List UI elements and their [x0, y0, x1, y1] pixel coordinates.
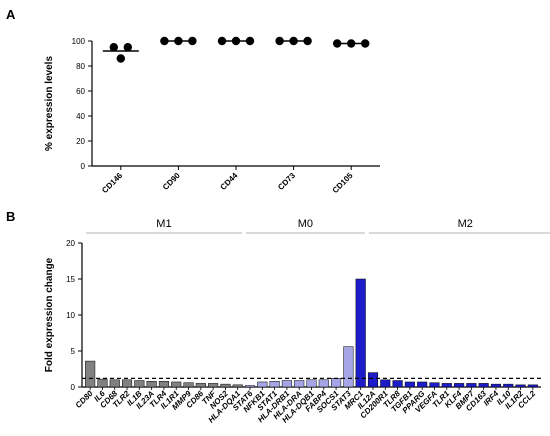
y-tick-label: 0	[71, 383, 76, 392]
bar	[515, 384, 526, 388]
data-point	[116, 54, 126, 63]
bar	[392, 380, 403, 388]
bar	[404, 381, 415, 388]
panel-a-chart: 0 20 40 60 80 100 % expression levels CD146 CD90…	[44, 36, 380, 195]
bar	[158, 380, 169, 388]
bar	[195, 383, 206, 388]
y-tick-label: 80	[76, 62, 85, 71]
bar	[380, 379, 391, 388]
bar	[306, 379, 317, 388]
y-tick-label: 40	[76, 112, 85, 121]
bar	[318, 379, 329, 388]
bar	[503, 383, 514, 388]
bar	[183, 382, 194, 388]
group-label: M2	[458, 218, 473, 230]
y-tick-label: 100	[72, 37, 86, 46]
group-label: M1	[156, 218, 171, 230]
bar	[134, 380, 145, 388]
y-axis-title: Fold expression change	[44, 257, 55, 372]
bar	[97, 378, 108, 388]
bar	[417, 381, 428, 388]
x-tick-label: CD44	[219, 171, 240, 192]
y-tick-label: 0	[81, 162, 86, 171]
bar	[478, 383, 489, 388]
bar	[454, 383, 465, 388]
bar	[527, 384, 538, 388]
bar	[109, 379, 120, 388]
y-tick-label: 60	[76, 87, 85, 96]
panel-b-label: B	[6, 209, 15, 224]
bar	[257, 381, 268, 388]
bar	[220, 383, 231, 388]
x-tick-label: CD73	[276, 171, 297, 192]
bar	[208, 383, 219, 388]
bar	[281, 380, 292, 388]
bar	[355, 278, 366, 388]
y-tick-label: 5	[71, 347, 76, 356]
bar	[232, 384, 243, 388]
bar	[441, 383, 452, 388]
x-tick-label: CD80	[74, 389, 95, 410]
bar	[331, 378, 342, 388]
group-label: M0	[298, 218, 313, 230]
y-tick-label: 15	[66, 275, 75, 284]
y-axis-title: % expression levels	[44, 56, 55, 151]
y-tick-label: 20	[76, 137, 85, 146]
bar	[244, 385, 256, 388]
bar	[429, 382, 440, 388]
bar	[466, 383, 477, 388]
y-tick-label: 20	[66, 239, 75, 248]
bar	[490, 383, 502, 388]
bar	[269, 380, 280, 388]
bar	[367, 372, 379, 388]
x-tick-label: CD105	[331, 171, 355, 195]
bar	[343, 346, 354, 388]
data-point	[123, 43, 132, 52]
bar	[146, 380, 157, 388]
y-tick-label: 10	[66, 311, 75, 320]
x-tick-label: CD146	[100, 171, 124, 195]
bar	[121, 379, 133, 388]
panel-a-label: A	[6, 7, 16, 22]
bar	[85, 360, 96, 388]
bar	[171, 381, 182, 388]
data-point	[109, 43, 119, 52]
x-tick-label: CD90	[161, 171, 182, 192]
bar	[294, 380, 305, 388]
